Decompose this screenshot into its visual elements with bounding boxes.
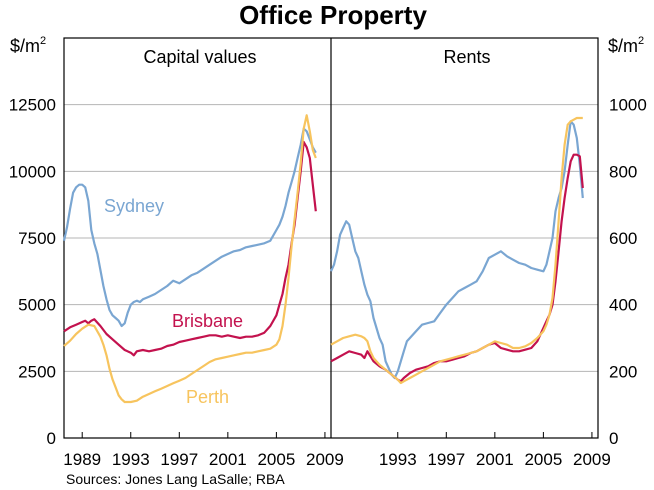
chart-title: Office Property (239, 0, 427, 30)
right-unit-label: $/m2 (608, 35, 644, 56)
x-tick-label: 1993 (379, 450, 417, 469)
source-note: Sources: Jones Lang LaSalle; RBA (66, 471, 285, 487)
y-tick-label-right: 200 (609, 362, 637, 381)
y-tick-label-left: 5000 (18, 296, 56, 315)
annotation-perth: Perth (186, 387, 229, 407)
annotation-sydney: Sydney (104, 196, 164, 216)
series-lines (62, 114, 584, 404)
series-line-perth-capital-values (63, 114, 317, 404)
right-panel-title: Rents (443, 47, 490, 67)
x-tick-label: 1993 (112, 450, 150, 469)
x-tick-label: 2005 (257, 450, 295, 469)
y-tick-label-left: 0 (47, 429, 56, 448)
x-tick-label: 2005 (524, 450, 562, 469)
x-tick-label: 2009 (573, 450, 611, 469)
left-unit-label: $/m2 (10, 35, 46, 56)
y-tick-label-right: 600 (609, 229, 637, 248)
series-line-sydney-capital-values (62, 127, 317, 328)
series-line-perth-rents (330, 116, 583, 385)
y-tick-label-right: 0 (609, 429, 618, 448)
x-tick-label: 2009 (306, 450, 344, 469)
x-tick-label: 2001 (476, 450, 514, 469)
x-tick-label: 1997 (160, 450, 198, 469)
y-tick-label-right: 800 (609, 162, 637, 181)
annotation-brisbane: Brisbane (172, 311, 243, 331)
y-tick-label-right: 400 (609, 296, 637, 315)
y-tick-label-left: 10000 (9, 162, 56, 181)
series-line-sydney-rents (329, 120, 584, 380)
left-panel-title: Capital values (143, 47, 256, 67)
x-tick-label: 1997 (427, 450, 465, 469)
x-tick-label: 1989 (63, 450, 101, 469)
x-tick-label: 2001 (209, 450, 247, 469)
y-tick-label-right: 1000 (609, 96, 647, 115)
y-tick-label-left: 7500 (18, 229, 56, 248)
y-tick-label-left: 12500 (9, 96, 56, 115)
y-tick-label-left: 2500 (18, 362, 56, 381)
